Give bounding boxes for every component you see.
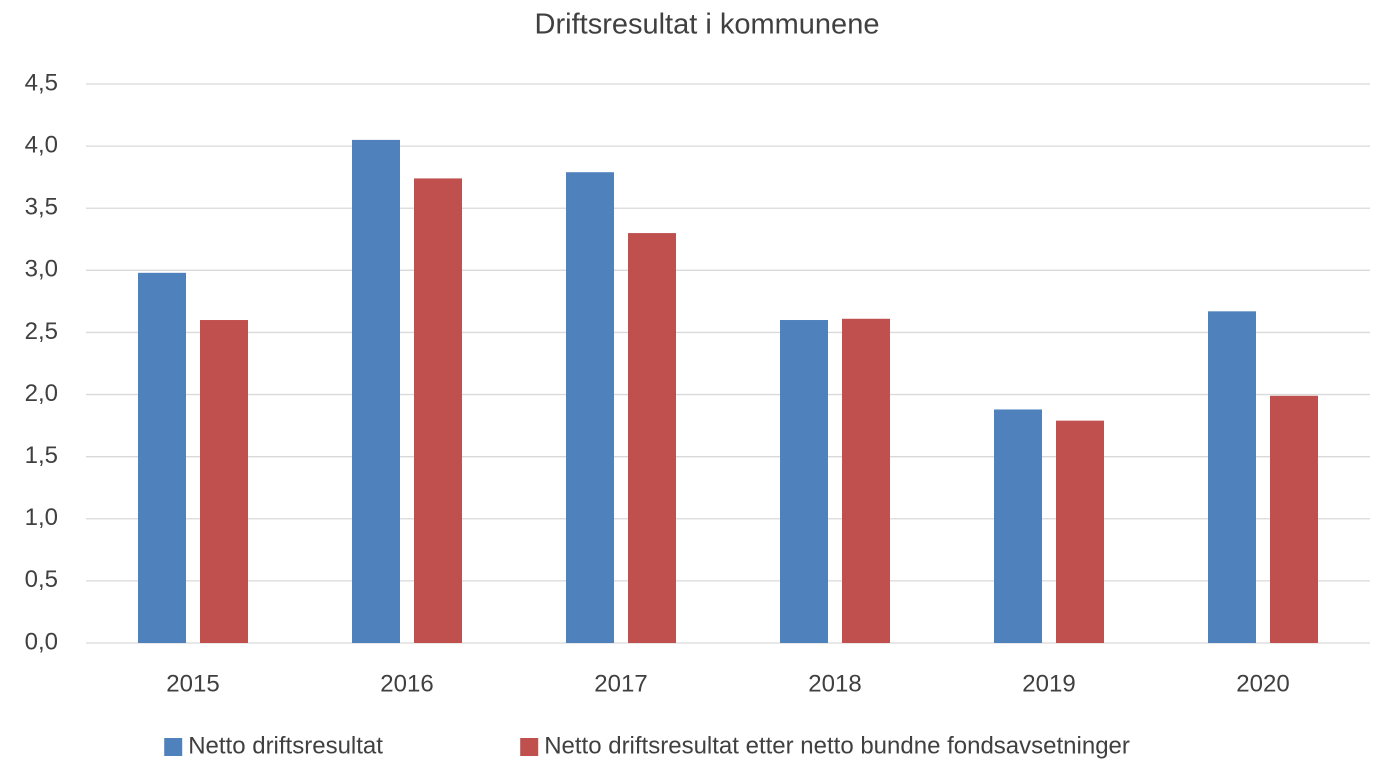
x-tick-label: 2016 bbox=[380, 670, 433, 697]
bar bbox=[1056, 420, 1104, 643]
bar bbox=[1270, 395, 1318, 643]
bar bbox=[994, 409, 1042, 643]
bar bbox=[138, 272, 186, 643]
y-tick-label: 3,0 bbox=[25, 256, 58, 283]
y-tick-label: 2,0 bbox=[25, 380, 58, 407]
bar bbox=[780, 320, 828, 643]
x-tick-label: 2018 bbox=[808, 670, 861, 697]
y-tick-label: 2,5 bbox=[25, 318, 58, 345]
x-tick-label: 2017 bbox=[594, 670, 647, 697]
legend-swatch bbox=[520, 738, 539, 756]
y-tick-label: 1,0 bbox=[25, 504, 58, 531]
bar bbox=[352, 139, 400, 643]
bar bbox=[842, 318, 890, 643]
y-tick-label: 3,5 bbox=[25, 194, 58, 221]
y-tick-label: 0,5 bbox=[25, 566, 58, 593]
y-tick-label: 4,5 bbox=[25, 69, 58, 96]
x-tick-label: 2015 bbox=[166, 670, 219, 697]
x-tick-label: 2019 bbox=[1022, 670, 1075, 697]
bar bbox=[1208, 311, 1256, 643]
bar bbox=[628, 233, 676, 644]
bar bbox=[414, 178, 462, 644]
legend-swatch bbox=[164, 738, 183, 756]
bar bbox=[200, 320, 248, 643]
chart-title: Driftsresultat i kommunene bbox=[535, 9, 880, 41]
y-tick-label: 0,0 bbox=[25, 628, 58, 655]
legend-label: Netto driftsresultat bbox=[188, 732, 383, 759]
y-tick-label: 1,5 bbox=[25, 442, 58, 469]
y-tick-label: 4,0 bbox=[25, 131, 58, 158]
x-tick-label: 2020 bbox=[1236, 670, 1289, 697]
legend-label: Netto driftsresultat etter netto bundne … bbox=[544, 732, 1130, 759]
bar bbox=[566, 172, 614, 643]
